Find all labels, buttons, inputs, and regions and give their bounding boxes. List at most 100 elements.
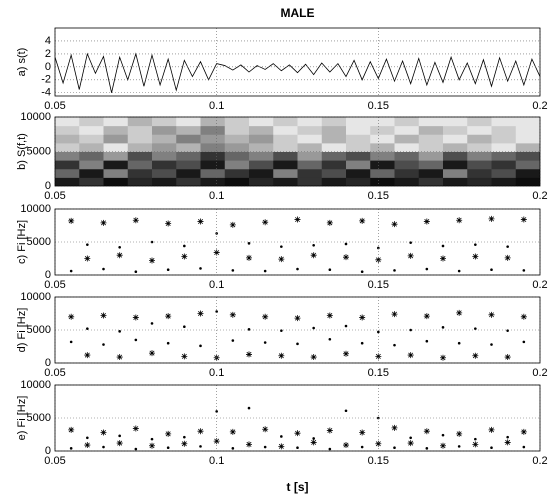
heat-cell	[395, 169, 420, 178]
star-point	[408, 352, 414, 358]
heat-cell	[492, 160, 517, 169]
heat-cell	[55, 126, 80, 135]
x-tick-label: 0.1	[209, 190, 224, 202]
star-point	[198, 311, 204, 317]
y-tick-label: 10000	[20, 379, 51, 391]
star-point	[521, 314, 527, 320]
dot-point	[296, 446, 299, 449]
heat-cell	[467, 117, 492, 126]
heat-cell	[370, 152, 395, 161]
dot-point	[393, 446, 396, 449]
dot-point	[329, 338, 332, 341]
heat-cell	[176, 117, 201, 126]
heat-cell	[152, 143, 177, 152]
heat-cell	[128, 134, 153, 143]
heat-cell	[225, 126, 250, 135]
star-point	[278, 353, 284, 359]
heat-cell	[492, 177, 517, 186]
dot-point	[248, 242, 251, 245]
heat-cell	[443, 117, 468, 126]
dot-point	[102, 446, 105, 449]
star-point	[472, 254, 478, 260]
star-point	[440, 355, 446, 361]
star-point	[117, 440, 123, 446]
heat-cell	[322, 169, 347, 178]
heat-cell	[55, 160, 80, 169]
x-tick-label: 0.05	[44, 190, 65, 202]
star-point	[262, 219, 268, 225]
heat-cell	[104, 143, 129, 152]
star-point	[472, 353, 478, 359]
star-point	[230, 312, 236, 318]
dot-point	[506, 245, 509, 248]
heat-cell	[395, 152, 420, 161]
star-point	[521, 217, 527, 223]
heat-cell	[467, 177, 492, 186]
heat-cell	[152, 126, 177, 135]
dot-point	[474, 243, 477, 246]
heat-cell	[273, 169, 298, 178]
dot-point	[151, 438, 154, 441]
heat-cell	[104, 169, 129, 178]
x-tick-label: 0.15	[368, 455, 389, 467]
heat-cell	[152, 177, 177, 186]
heat-cell	[467, 126, 492, 135]
dot-point	[442, 245, 445, 248]
heat-cell	[104, 134, 129, 143]
star-point	[101, 220, 107, 226]
heat-cell	[225, 143, 250, 152]
dot-point	[329, 448, 332, 451]
heat-cell	[467, 160, 492, 169]
heat-cell	[322, 152, 347, 161]
heat-cell	[273, 117, 298, 126]
heat-cell	[128, 143, 153, 152]
star-point	[392, 311, 398, 317]
star-point	[117, 252, 123, 258]
star-point	[246, 351, 252, 357]
dot-point	[361, 270, 364, 273]
dot-point	[151, 322, 154, 325]
dot-point	[296, 343, 299, 346]
heat-cell	[322, 143, 347, 152]
star-point	[165, 221, 171, 227]
dot-point	[280, 245, 283, 248]
star-point	[117, 354, 123, 360]
heat-cell	[346, 177, 371, 186]
star-point	[489, 427, 495, 433]
dot-point	[490, 343, 493, 346]
star-point	[149, 350, 155, 356]
dot-point	[474, 327, 477, 330]
chart-title: MALE	[281, 6, 315, 20]
y-tick-label: 4	[45, 35, 51, 47]
star-point	[181, 254, 187, 260]
heat-cell	[79, 152, 104, 161]
dot-point	[86, 243, 89, 246]
dot-point	[409, 437, 412, 440]
heat-cell	[322, 134, 347, 143]
star-point	[456, 217, 462, 223]
star-point	[472, 441, 478, 447]
heat-cell	[419, 143, 444, 152]
star-point	[440, 256, 446, 262]
star-point	[198, 428, 204, 434]
heat-cell	[55, 169, 80, 178]
dot-point	[183, 436, 186, 439]
dot-point	[70, 447, 73, 450]
y-tick-label: -4	[41, 87, 51, 99]
heat-cell	[201, 169, 226, 178]
dot-point	[361, 446, 364, 449]
heat-cell	[249, 117, 274, 126]
star-point	[392, 221, 398, 227]
heat-cell	[516, 152, 541, 161]
heat-cell	[346, 117, 371, 126]
star-point	[165, 431, 171, 437]
dot-point	[523, 446, 526, 449]
heat-cell	[322, 160, 347, 169]
heat-cell	[225, 160, 250, 169]
dot-point	[86, 327, 89, 330]
heat-cell	[395, 143, 420, 152]
star-point	[181, 353, 187, 359]
dot-point	[312, 437, 315, 440]
heat-cell	[298, 134, 323, 143]
heat-cell	[104, 126, 129, 135]
